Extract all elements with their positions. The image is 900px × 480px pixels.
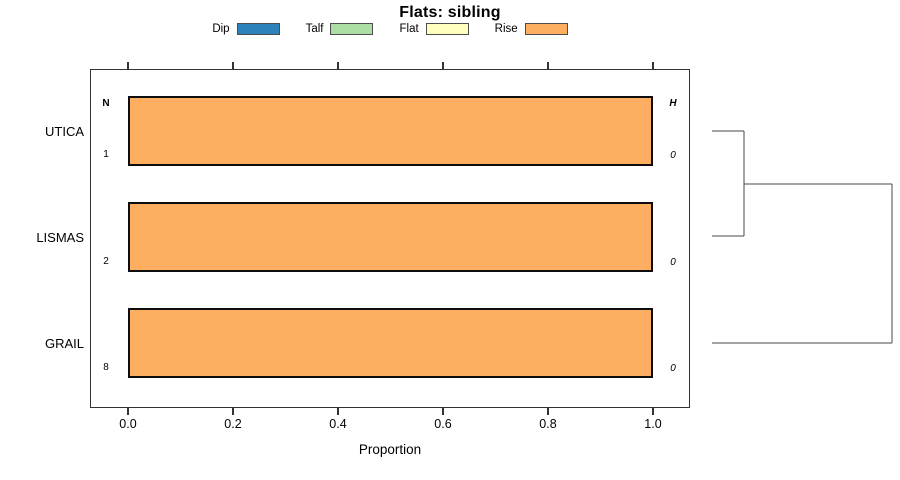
stacked-bar bbox=[128, 308, 653, 378]
top-tick-0 bbox=[127, 62, 129, 69]
x-axis-title: Proportion bbox=[358, 442, 422, 457]
x-tick-label-3: 0.6 bbox=[434, 417, 452, 431]
legend-label-rise: Rise bbox=[494, 23, 518, 35]
n-value-utica: 1 bbox=[103, 149, 109, 160]
bottom-tick-2 bbox=[337, 408, 339, 415]
stacked-bar bbox=[128, 202, 653, 272]
x-tick-label-2: 0.4 bbox=[329, 417, 347, 431]
h-value-grail: 0 bbox=[670, 363, 676, 374]
x-tick-label-4: 0.8 bbox=[539, 417, 557, 431]
category-label-utica: UTICA bbox=[45, 124, 84, 139]
top-tick-3 bbox=[442, 62, 444, 69]
bottom-tick-0 bbox=[127, 408, 129, 415]
legend-item-flat: Flat bbox=[399, 23, 469, 35]
top-tick-4 bbox=[547, 62, 549, 69]
category-label-lismas: LISMAS bbox=[36, 230, 84, 245]
stacked-bar bbox=[128, 96, 653, 166]
n-value-grail: 8 bbox=[103, 362, 109, 373]
h-header: H bbox=[669, 98, 677, 109]
n-value-lismas: 2 bbox=[103, 256, 109, 267]
top-tick-5 bbox=[652, 62, 654, 69]
chart-title: Flats: sibling bbox=[399, 4, 501, 21]
legend-swatch-rise bbox=[524, 23, 568, 35]
bottom-tick-5 bbox=[652, 408, 654, 415]
legend: Dip Talf Flat Rise bbox=[90, 23, 690, 35]
x-tick-label-5: 1.0 bbox=[644, 417, 662, 431]
h-value-lismas: 0 bbox=[670, 257, 676, 268]
bottom-tick-1 bbox=[232, 408, 234, 415]
category-label-grail: GRAIL bbox=[44, 336, 84, 351]
legend-item-dip: Dip bbox=[212, 23, 280, 35]
legend-item-rise: Rise bbox=[495, 23, 568, 35]
top-tick-2 bbox=[337, 62, 339, 69]
bar-segment-rise bbox=[130, 204, 651, 270]
x-tick-label-0: 0.0 bbox=[119, 417, 137, 431]
n-header: N bbox=[102, 98, 110, 109]
bar-segment-rise bbox=[130, 310, 651, 376]
legend-item-talf: Talf bbox=[306, 23, 374, 35]
bottom-tick-3 bbox=[442, 408, 444, 415]
plot-area bbox=[90, 69, 690, 408]
legend-swatch-talf bbox=[330, 23, 374, 35]
h-value-utica: 0 bbox=[670, 150, 676, 161]
bottom-tick-4 bbox=[547, 408, 549, 415]
top-tick-1 bbox=[232, 62, 234, 69]
legend-swatch-flat bbox=[425, 23, 469, 35]
legend-label-dip: Dip bbox=[212, 23, 230, 35]
bar-segment-rise bbox=[130, 98, 651, 164]
legend-swatch-dip bbox=[236, 23, 280, 35]
x-tick-label-1: 0.2 bbox=[224, 417, 242, 431]
legend-label-flat: Flat bbox=[399, 23, 419, 35]
legend-label-talf: Talf bbox=[305, 23, 324, 35]
